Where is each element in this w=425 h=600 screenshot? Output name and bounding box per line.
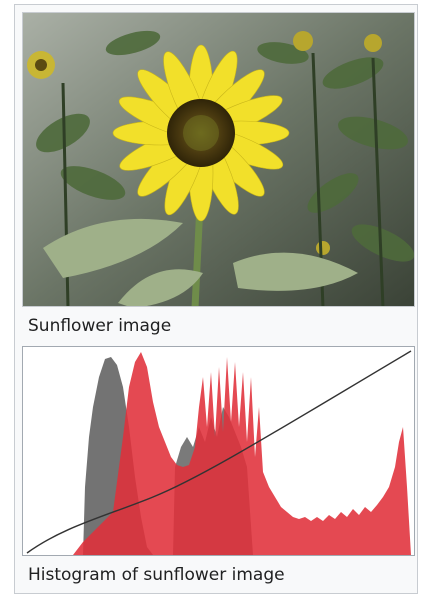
histogram-image[interactable] [22, 346, 415, 556]
sunflower-image-caption: Sunflower image [28, 316, 172, 336]
histogram-caption: Histogram of sunflower image [28, 565, 285, 585]
red-histogram [73, 352, 411, 555]
sunflower-image[interactable] [22, 12, 415, 307]
tone-curve [26, 350, 412, 554]
